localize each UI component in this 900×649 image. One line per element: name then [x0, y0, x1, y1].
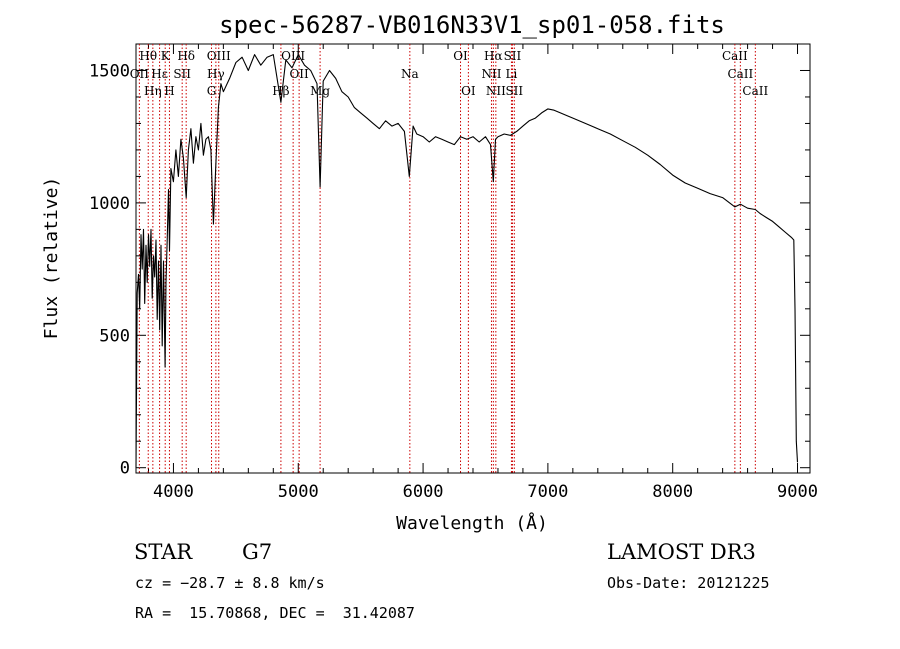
spectral-line-label: CaII [727, 67, 753, 81]
y-tick-label: 1500 [89, 61, 130, 81]
spectral-line-label: Hβ [272, 84, 289, 98]
spectral-line-label: OIII [281, 49, 305, 63]
x-tick-label: 6000 [403, 482, 444, 502]
spectral-line-label: Hγ [207, 67, 225, 81]
spectral-line-label: NII [486, 84, 506, 98]
plot-frame [135, 43, 811, 474]
coordinates: RA = 15.70868, DEC = 31.42087 [135, 604, 415, 622]
spectral-line-label: Hα [484, 49, 503, 63]
spectral-line-label: Hθ [139, 49, 157, 63]
spectral-line-label: SII [505, 84, 523, 98]
spectral-line-label: CaII [742, 84, 768, 98]
spectral-line-label: G [207, 84, 217, 98]
object-class: STAR [134, 540, 193, 564]
velocity-readout: cz = −28.7 ± 8.8 km/s [135, 574, 325, 592]
spectral-line-label: OII [130, 67, 150, 81]
spectral-line-label: CaII [722, 49, 748, 63]
obs-date: Obs-Date: 20121225 [607, 574, 770, 592]
spectral-line-label: K [161, 49, 171, 63]
spectral-line-label: SII [173, 67, 191, 81]
x-axis-label: Wavelength (Å) [396, 512, 548, 534]
spectral-subclass: G7 [242, 540, 273, 564]
spectral-line-label: H [164, 84, 174, 98]
spectral-line-label: OII [289, 67, 309, 81]
chart-title: spec-56287-VB016N33V1_sp01-058.fits [219, 11, 725, 39]
spectral-line-label: OI [461, 84, 476, 98]
flux-series-line [135, 54, 799, 468]
x-tick-label: 8000 [652, 482, 693, 502]
spectral-line-label: Mg [310, 84, 330, 98]
x-tick-label: 4000 [153, 482, 194, 502]
spectral-line-label: Hε [151, 67, 168, 81]
spectral-line-label: SII [504, 49, 522, 63]
spectral-line-label: OI [453, 49, 468, 63]
spectral-line-label: Li [506, 67, 518, 81]
x-tick-label: 9000 [777, 482, 818, 502]
x-tick-label: 5000 [278, 482, 319, 502]
spectral-line-label: NII [481, 67, 501, 81]
spectral-line-label: OIII [207, 49, 231, 63]
y-tick-label: 1000 [89, 194, 130, 214]
spectral-line-label: Hη [144, 84, 162, 98]
spectral-line-label: Hδ [177, 49, 195, 63]
x-tick-label: 7000 [527, 482, 568, 502]
survey-name: LAMOST DR3 [607, 540, 756, 564]
y-tick-label: 500 [99, 326, 130, 346]
spectral-line-label: Na [401, 67, 419, 81]
y-tick-label: 0 [120, 459, 130, 479]
y-axis-label: Flux (relative) [41, 177, 62, 340]
